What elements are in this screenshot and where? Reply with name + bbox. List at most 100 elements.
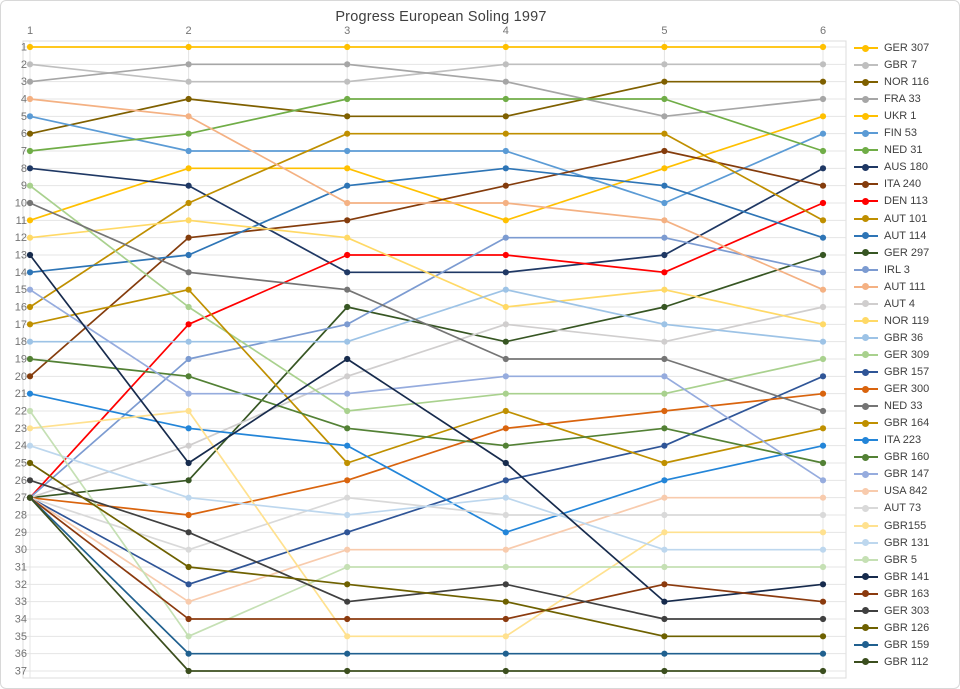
series-point xyxy=(26,234,34,241)
y-axis-tick-label: 16 xyxy=(15,301,27,313)
legend-item: AUT 114 xyxy=(854,227,926,244)
legend-item: GBR 147 xyxy=(854,466,929,483)
series-point xyxy=(661,147,668,155)
series-point xyxy=(344,529,351,536)
legend-swatch-icon xyxy=(854,624,878,632)
series-point xyxy=(502,459,509,467)
series-point xyxy=(185,390,192,397)
series-point xyxy=(344,199,351,207)
series-point xyxy=(344,546,351,553)
y-axis-tick-label: 25 xyxy=(15,457,27,469)
series-point xyxy=(661,650,668,657)
legend-swatch-icon xyxy=(854,522,878,530)
legend-label: AUT 111 xyxy=(884,280,926,293)
series-point xyxy=(26,373,34,380)
series-point xyxy=(185,615,192,623)
legend-label: GBR 131 xyxy=(884,536,930,549)
series-point xyxy=(344,615,351,623)
series-point xyxy=(185,165,192,172)
legend-swatch-icon xyxy=(854,504,878,512)
series-point xyxy=(26,425,34,432)
legend-label: GBR 147 xyxy=(884,468,930,481)
series-point xyxy=(26,199,34,207)
series-point xyxy=(344,338,351,345)
series-point xyxy=(502,182,509,189)
legend-item: GBR 131 xyxy=(854,534,929,551)
series-point xyxy=(819,165,827,172)
series-point xyxy=(819,615,827,623)
series-point xyxy=(185,355,192,363)
legend-item: GBR155 xyxy=(854,517,926,534)
series-point xyxy=(185,251,192,259)
series-point xyxy=(502,615,509,623)
series-point xyxy=(26,303,34,311)
series-point xyxy=(502,407,509,415)
series-point xyxy=(185,286,192,293)
y-axis-tick-label: 36 xyxy=(15,648,27,660)
series-point xyxy=(185,199,192,207)
series-point xyxy=(819,147,827,155)
y-axis-tick-label: 14 xyxy=(15,267,27,279)
legend-swatch-icon xyxy=(854,300,878,308)
series-point xyxy=(502,251,509,259)
legend-swatch-icon xyxy=(854,317,878,325)
series-point xyxy=(344,667,351,675)
series-point xyxy=(344,113,351,120)
legend-label: GBR 164 xyxy=(884,417,930,430)
y-axis-tick-label: 12 xyxy=(15,232,27,244)
y-axis-tick-label: 8 xyxy=(21,163,27,175)
legend-label: GBR 159 xyxy=(884,638,930,651)
legend-item: GBR 36 xyxy=(854,329,923,346)
series-point xyxy=(26,355,34,363)
y-axis-tick-label: 32 xyxy=(15,579,27,591)
series-point xyxy=(661,529,668,536)
y-axis-tick-label: 28 xyxy=(15,509,27,521)
legend-swatch-icon xyxy=(854,573,878,581)
series-point xyxy=(185,442,192,449)
legend-item: AUT 111 xyxy=(854,278,926,295)
series-point xyxy=(185,147,192,155)
series-line-UKR-1 xyxy=(29,115,824,222)
y-axis-tick-label: 21 xyxy=(15,388,27,400)
series-point xyxy=(819,234,827,241)
legend-item: GER 297 xyxy=(854,244,929,261)
series-point xyxy=(502,598,509,605)
series-point xyxy=(26,477,34,484)
series-point xyxy=(185,459,192,467)
series-point xyxy=(502,95,509,103)
series-point xyxy=(502,217,509,224)
series-point xyxy=(502,321,509,328)
series-point xyxy=(502,425,509,432)
series-point xyxy=(344,633,351,640)
x-axis-tick-label: 4 xyxy=(503,25,509,37)
series-point xyxy=(661,546,668,553)
series-point xyxy=(502,442,509,449)
y-axis-tick-label: 24 xyxy=(15,440,27,452)
y-axis-tick-label: 19 xyxy=(15,353,27,365)
y-axis-tick-label: 35 xyxy=(15,631,27,643)
legend-label: ITA 223 xyxy=(884,434,922,447)
legend-label: GBR 112 xyxy=(884,655,929,668)
series-point xyxy=(344,165,351,172)
legend-item: GER 303 xyxy=(854,602,929,619)
series-point xyxy=(344,355,351,363)
series-point xyxy=(819,61,827,68)
y-axis-tick-label: 11 xyxy=(16,215,27,227)
legend-label: NED 31 xyxy=(884,144,923,157)
series-point xyxy=(502,546,509,553)
y-axis-tick-label: 30 xyxy=(15,544,27,556)
series-point xyxy=(661,338,668,345)
series-point xyxy=(819,529,827,536)
series-point xyxy=(185,130,192,137)
series-point xyxy=(661,303,668,311)
legend-swatch-icon xyxy=(854,334,878,342)
series-point xyxy=(502,650,509,657)
legend-label: GBR 157 xyxy=(884,366,930,379)
legend-label: IRL 3 xyxy=(884,263,910,276)
legend-label: AUT 73 xyxy=(884,502,922,515)
legend-item: AUT 73 xyxy=(854,500,921,517)
series-point xyxy=(661,199,668,207)
series-line-ITA-223 xyxy=(29,392,824,534)
series-point xyxy=(819,581,827,588)
